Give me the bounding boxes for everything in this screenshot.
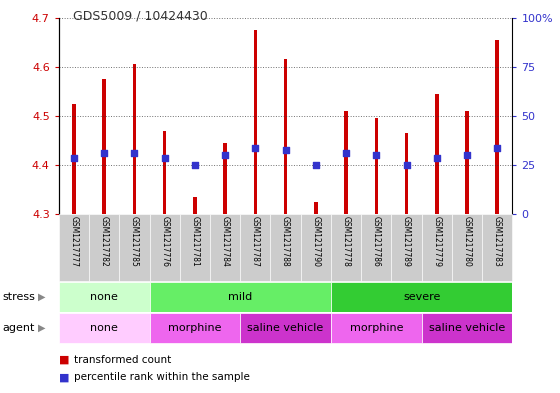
Text: percentile rank within the sample: percentile rank within the sample <box>74 372 250 382</box>
Text: morphine: morphine <box>349 323 403 333</box>
Point <box>69 154 78 161</box>
Bar <box>119 214 150 281</box>
Point <box>432 154 441 161</box>
Point <box>463 152 472 158</box>
Bar <box>180 214 210 281</box>
Bar <box>496 40 499 214</box>
Bar <box>150 214 180 281</box>
Text: GSM1217782: GSM1217782 <box>100 216 109 267</box>
Bar <box>331 214 361 281</box>
Text: GSM1217787: GSM1217787 <box>251 216 260 267</box>
Text: GSM1217786: GSM1217786 <box>372 216 381 267</box>
Text: GSM1217779: GSM1217779 <box>432 216 441 267</box>
Bar <box>59 313 150 343</box>
Text: GSM1217777: GSM1217777 <box>69 216 78 267</box>
Bar <box>422 214 452 281</box>
Point <box>281 147 290 153</box>
Text: GSM1217790: GSM1217790 <box>311 216 320 267</box>
Point <box>372 152 381 158</box>
Text: GSM1217788: GSM1217788 <box>281 216 290 267</box>
Text: GSM1217783: GSM1217783 <box>493 216 502 267</box>
Point <box>160 154 169 161</box>
Bar <box>193 197 197 214</box>
Text: none: none <box>90 292 118 302</box>
Bar <box>331 282 512 312</box>
Bar <box>102 79 106 214</box>
Text: severe: severe <box>403 292 440 302</box>
Bar <box>89 214 119 281</box>
Text: GSM1217781: GSM1217781 <box>190 216 199 267</box>
Bar <box>361 214 391 281</box>
Text: mild: mild <box>228 292 253 302</box>
Text: GDS5009 / 10424430: GDS5009 / 10424430 <box>73 10 208 23</box>
Bar <box>270 214 301 281</box>
Bar <box>435 94 438 214</box>
Point <box>100 150 109 156</box>
Point <box>251 145 260 151</box>
Bar <box>240 313 331 343</box>
Bar <box>482 214 512 281</box>
Bar <box>223 143 227 214</box>
Text: saline vehicle: saline vehicle <box>248 323 324 333</box>
Text: GSM1217785: GSM1217785 <box>130 216 139 267</box>
Text: GSM1217776: GSM1217776 <box>160 216 169 267</box>
Point <box>311 162 320 168</box>
Bar <box>133 64 136 214</box>
Bar <box>331 313 422 343</box>
Bar <box>150 313 240 343</box>
Point <box>190 162 199 168</box>
Point <box>221 152 230 158</box>
Bar <box>301 214 331 281</box>
Bar <box>210 214 240 281</box>
Text: GSM1217789: GSM1217789 <box>402 216 411 267</box>
Text: agent: agent <box>3 323 35 333</box>
Bar <box>405 133 408 214</box>
Text: ▶: ▶ <box>38 323 45 333</box>
Point <box>402 162 411 168</box>
Point <box>493 145 502 151</box>
Bar <box>465 111 469 214</box>
Bar <box>150 282 331 312</box>
Text: GSM1217780: GSM1217780 <box>463 216 472 267</box>
Bar <box>284 59 287 214</box>
Text: transformed count: transformed count <box>74 354 172 365</box>
Point <box>342 150 351 156</box>
Text: GSM1217778: GSM1217778 <box>342 216 351 267</box>
Bar <box>59 282 150 312</box>
Text: ■: ■ <box>59 354 69 365</box>
Bar <box>314 202 318 214</box>
Bar <box>344 111 348 214</box>
Point <box>130 150 139 156</box>
Bar <box>163 130 166 214</box>
Bar <box>375 118 378 214</box>
Text: GSM1217784: GSM1217784 <box>221 216 230 267</box>
Bar <box>59 214 89 281</box>
Bar <box>452 214 482 281</box>
Bar <box>240 214 270 281</box>
Bar <box>391 214 422 281</box>
Text: morphine: morphine <box>168 323 222 333</box>
Bar <box>72 104 76 214</box>
Bar <box>422 313 512 343</box>
Bar <box>254 30 257 214</box>
Text: saline vehicle: saline vehicle <box>429 323 505 333</box>
Text: stress: stress <box>3 292 36 302</box>
Text: ▶: ▶ <box>38 292 45 302</box>
Text: none: none <box>90 323 118 333</box>
Text: ■: ■ <box>59 372 69 382</box>
